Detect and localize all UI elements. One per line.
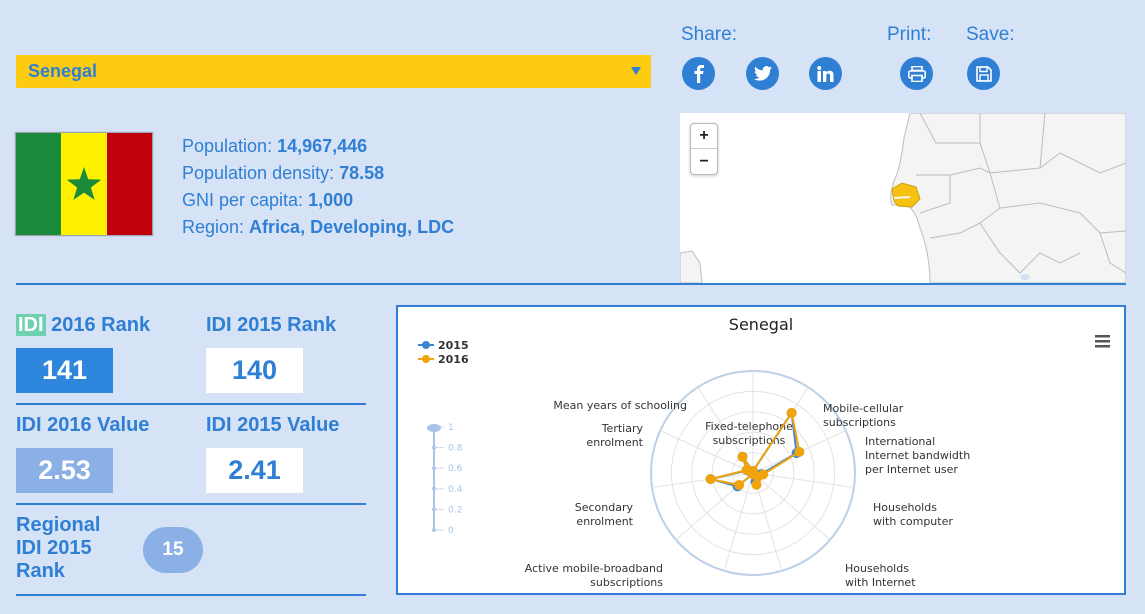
region-row: Region: Africa, Developing, LDC	[182, 217, 455, 237]
idi-2015-rank-value: 140	[206, 348, 303, 393]
scale-label: 0	[448, 526, 454, 536]
population-row: Population: 14,967,446	[182, 136, 368, 156]
print-icon[interactable]	[900, 57, 933, 90]
regional-rank-label: Regional IDI 2015 Rank	[16, 514, 101, 582]
zoom-in-button[interactable]: +	[691, 124, 717, 149]
legend-marker	[422, 341, 430, 349]
save-icon[interactable]	[967, 57, 1000, 90]
linkedin-icon[interactable]	[809, 57, 842, 90]
population-value: 14,967,446	[277, 136, 368, 156]
country-map[interactable]	[680, 113, 1126, 283]
idi-2015-value-label: IDI 2015 Value	[206, 414, 340, 436]
divider	[16, 594, 366, 596]
axis-spoke	[752, 472, 831, 541]
data-point-2016	[705, 474, 716, 485]
regional-rank-value: 15	[143, 527, 203, 573]
axis-spoke	[660, 430, 754, 474]
axis-label: Households with Internet	[845, 562, 916, 589]
idi-badge: IDI	[16, 314, 46, 336]
divider	[16, 403, 366, 405]
data-point-2016	[794, 446, 805, 457]
axis-label: Households with computer	[873, 501, 953, 528]
idi-2016-value: 2.53	[16, 448, 113, 493]
axis-label: Tertiary enrolment	[586, 422, 643, 449]
axis-label: Secondary enrolment	[575, 501, 634, 528]
legend-marker	[422, 355, 430, 363]
axis-label: Fixed-telephone subscriptions	[705, 420, 793, 447]
print-label: Print:	[887, 24, 932, 45]
gni-value: 1,000	[308, 190, 354, 210]
data-point-2016	[734, 480, 745, 491]
axis-label: Active mobile-broadband subscriptions	[525, 562, 663, 589]
share-label: Share:	[681, 24, 737, 45]
density-row: Population density: 78.58	[182, 163, 385, 183]
scale-label: 0.8	[448, 444, 463, 454]
axis-label: International Internet bandwidth per Inter…	[865, 435, 970, 476]
section-divider	[16, 283, 1126, 285]
country-select[interactable]: Senegal	[16, 55, 651, 88]
data-point-2016	[737, 451, 748, 462]
menu-icon	[1095, 335, 1110, 338]
idi-2016-rank-value: 141	[16, 348, 113, 393]
radar-chart: Senegal Fixed-telephone subscriptions Mobil…	[396, 305, 1126, 595]
axis-spoke	[651, 472, 754, 489]
scale-handle	[427, 424, 441, 432]
axis-label: Mean years of schooling	[553, 399, 687, 412]
scale-label: 0.6	[448, 464, 463, 474]
scale-label: 0.4	[448, 485, 463, 495]
density-value: 78.58	[339, 163, 385, 183]
country-info: Population: 14,967,446 Population densit…	[182, 133, 454, 241]
idi-2015-rank-label: IDI 2015 Rank	[206, 314, 337, 336]
chart-title: Senegal	[729, 315, 793, 334]
country-flag	[15, 132, 153, 236]
zoom-out-button[interactable]: −	[699, 152, 709, 170]
idi-2016-rank-label: IDI 2016 Rank	[16, 314, 151, 336]
scale-label: 0.2	[448, 505, 462, 515]
divider	[16, 503, 366, 505]
region-value: Africa, Developing, LDC	[249, 217, 455, 237]
legend-label: 2015	[438, 339, 469, 352]
data-point-2016	[751, 479, 762, 490]
radar-chart-svg: Senegal Fixed-telephone subscriptions Mobil…	[418, 315, 1110, 589]
country-select-value: Senegal	[28, 61, 98, 81]
save-label: Save:	[966, 24, 1015, 45]
gni-row: GNI per capita: 1,000	[182, 190, 354, 210]
axis-spoke	[752, 472, 855, 489]
idi-2015-value: 2.41	[206, 448, 303, 493]
scale-label: 1	[448, 423, 454, 433]
axis-label: Mobile-cellular subscriptions	[823, 402, 904, 429]
data-point-2016	[786, 407, 797, 418]
data-point-2016	[741, 465, 752, 476]
twitter-icon[interactable]	[746, 57, 779, 90]
facebook-icon[interactable]	[682, 57, 715, 90]
chevron-down-icon	[631, 67, 641, 75]
axis-spoke	[723, 472, 754, 572]
idi-2016-value-label: IDI 2016 Value	[16, 414, 150, 436]
menu-icon	[1095, 345, 1110, 348]
map-zoom-control[interactable]: + −	[690, 123, 718, 175]
legend-label: 2016	[438, 353, 469, 366]
menu-icon	[1095, 340, 1110, 343]
